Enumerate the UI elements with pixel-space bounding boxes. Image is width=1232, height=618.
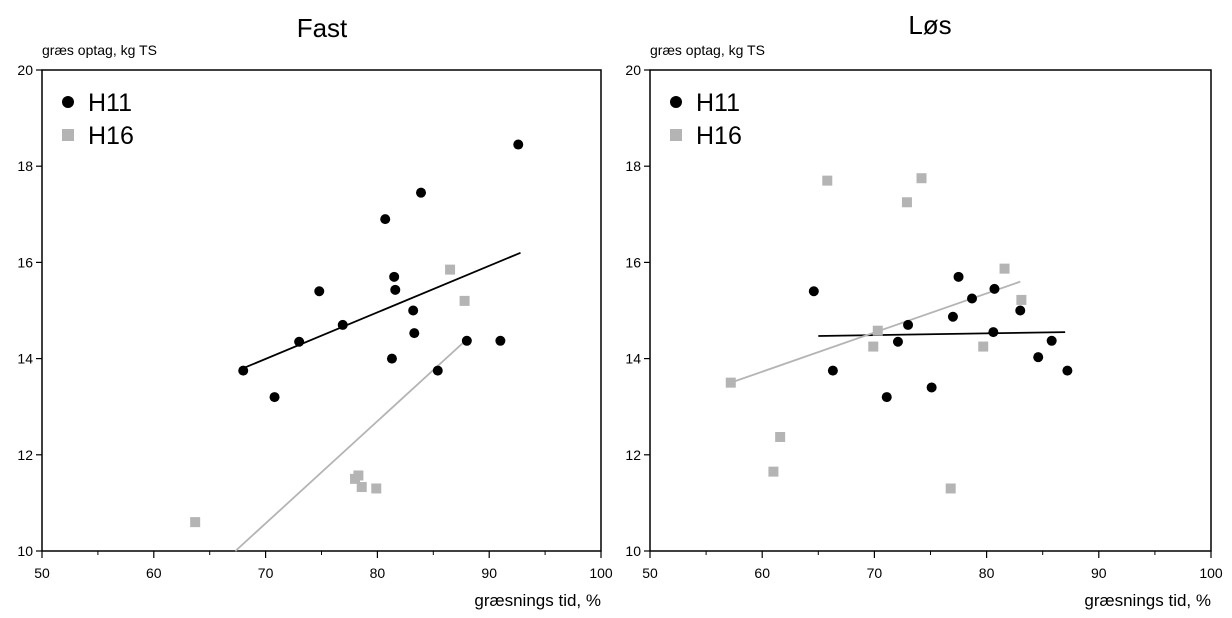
x-tick-label: 100 — [1199, 565, 1223, 581]
point-h11 — [827, 365, 838, 376]
point-h16 — [353, 470, 364, 481]
point-h16 — [356, 482, 367, 493]
point-h16 — [371, 483, 382, 494]
point-h11 — [389, 271, 400, 282]
point-h16 — [945, 483, 956, 494]
point-h11 — [294, 336, 305, 347]
point-h11 — [390, 284, 401, 295]
point-h11 — [926, 382, 937, 393]
point-h11 — [1033, 352, 1044, 363]
x-tick-label: 90 — [1091, 565, 1107, 581]
point-h16 — [1016, 294, 1027, 305]
x-tick-label: 70 — [258, 565, 274, 581]
point-h11 — [461, 335, 472, 346]
y-axis-label: græs optag, kg TS — [42, 42, 157, 58]
point-h11 — [953, 271, 964, 282]
legend-marker-h16 — [670, 129, 682, 141]
y-tick-label: 12 — [17, 447, 33, 463]
x-axis-label: græsnings tid, % — [1084, 591, 1211, 610]
legend-label-h16: H16 — [88, 122, 134, 150]
point-h16 — [725, 377, 736, 388]
x-tick-label: 50 — [642, 565, 658, 581]
x-tick-label: 60 — [146, 565, 162, 581]
point-h16 — [999, 263, 1010, 274]
chart-title: Fast — [297, 13, 348, 43]
x-tick-label: 80 — [370, 565, 386, 581]
point-h11 — [947, 311, 958, 322]
y-tick-label: 12 — [625, 447, 641, 463]
point-h16 — [768, 466, 779, 477]
y-axis-label: græs optag, kg TS — [650, 42, 765, 58]
legend-marker-h11 — [62, 96, 74, 108]
point-h11 — [269, 392, 280, 403]
point-h16 — [868, 341, 879, 352]
point-h11 — [314, 286, 325, 297]
chart-title: Løs — [908, 10, 951, 40]
y-tick-label: 16 — [625, 254, 641, 270]
chart-panel-2: Løs græs optag, kg TS græsnings tid, % 50 60… — [625, 10, 1222, 610]
point-h11 — [386, 353, 397, 364]
point-h11 — [337, 319, 348, 330]
y-tick-label: 16 — [17, 254, 33, 270]
x-tick-label: 100 — [589, 565, 613, 581]
chart-panel-1: Fast græs optag, kg TS græsnings tid, % 50 6… — [17, 13, 612, 610]
point-h11 — [380, 214, 391, 225]
point-h16 — [459, 295, 470, 306]
point-h16 — [901, 197, 912, 208]
point-h11 — [1046, 335, 1057, 346]
legend-marker-h11 — [670, 96, 682, 108]
y-tick-label: 14 — [625, 351, 641, 367]
point-h11 — [495, 335, 506, 346]
point-h16 — [190, 517, 201, 528]
legend-label-h11: H11 — [88, 89, 132, 117]
point-h11 — [238, 365, 249, 376]
legend-marker-h16 — [62, 129, 74, 141]
point-h16 — [916, 173, 927, 184]
point-h11 — [808, 286, 819, 297]
point-h11 — [892, 336, 903, 347]
point-h16 — [978, 341, 989, 352]
point-h11 — [416, 187, 427, 198]
x-axis-label: græsnings tid, % — [474, 591, 601, 610]
y-tick-label: 14 — [17, 351, 33, 367]
point-h11 — [1015, 305, 1026, 316]
x-tick-label: 60 — [754, 565, 770, 581]
x-tick-label: 70 — [867, 565, 883, 581]
point-h11 — [1062, 365, 1073, 376]
point-h16 — [872, 325, 883, 336]
legend-label-h11: H11 — [696, 89, 740, 117]
y-tick-label: 20 — [17, 62, 33, 78]
point-h11 — [881, 392, 892, 403]
point-h11 — [989, 283, 1000, 294]
x-tick-label: 50 — [34, 565, 50, 581]
legend-label-h16: H16 — [696, 122, 742, 150]
point-h11 — [408, 305, 419, 316]
point-h11 — [409, 328, 420, 339]
trendline-h11 — [818, 331, 1066, 337]
y-tick-label: 10 — [625, 543, 641, 559]
y-tick-label: 18 — [17, 158, 33, 174]
y-tick-label: 20 — [625, 62, 641, 78]
x-tick-label: 80 — [979, 565, 995, 581]
point-h16 — [775, 432, 786, 443]
y-tick-label: 10 — [17, 543, 33, 559]
point-h16 — [822, 175, 833, 186]
y-tick-label: 18 — [625, 158, 641, 174]
trendline-h11 — [242, 251, 521, 370]
point-h16 — [445, 264, 456, 275]
point-h11 — [967, 293, 978, 304]
point-h11 — [432, 365, 443, 376]
x-tick-label: 90 — [481, 565, 497, 581]
trendline-h16 — [234, 338, 468, 552]
point-h11 — [988, 327, 999, 338]
point-h11 — [513, 139, 524, 150]
point-h11 — [903, 319, 914, 330]
